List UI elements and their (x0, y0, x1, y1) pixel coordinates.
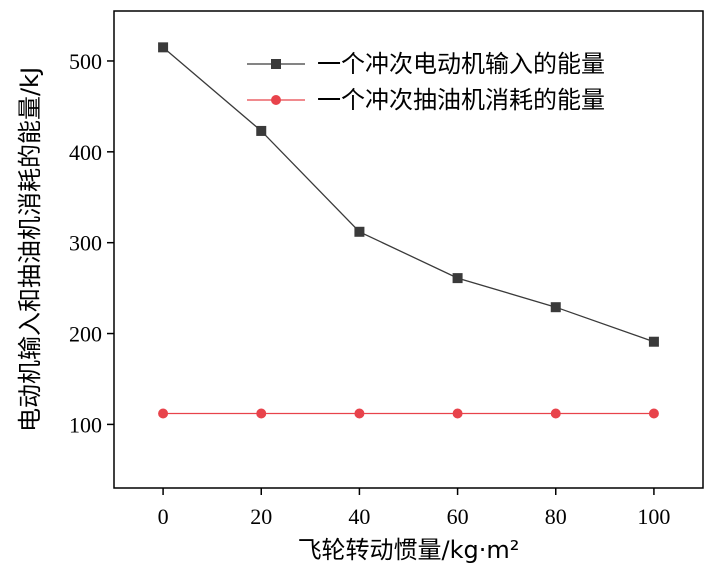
y-axis-title: 电动机输入和抽油机消耗的能量/kJ (16, 67, 44, 432)
x-tick-label: 20 (250, 504, 272, 529)
data-point (256, 408, 267, 419)
y-tick-label: 100 (69, 412, 102, 437)
data-point (648, 408, 659, 419)
data-point (256, 125, 267, 136)
y-tick-label: 300 (69, 231, 102, 256)
plot-frame (113, 10, 704, 489)
legend-label: 一个冲次电动机输入的能量 (317, 50, 605, 78)
data-point (452, 408, 463, 419)
y-tick-label: 500 (69, 49, 102, 74)
data-point (452, 273, 463, 284)
x-tick-label: 80 (545, 504, 567, 529)
legend-marker (271, 59, 281, 69)
x-axis-title: 飞轮转动惯量/kg·m² (298, 536, 520, 564)
data-point (158, 42, 169, 53)
data-point (648, 336, 659, 347)
y-tick-label: 400 (69, 140, 102, 165)
y-tick-label: 200 (69, 322, 102, 347)
series-line-1 (162, 46, 655, 343)
x-tick-label: 60 (447, 504, 469, 529)
data-point (158, 408, 169, 419)
data-point (550, 302, 561, 313)
legend-label: 一个冲次抽油机消耗的能量 (317, 86, 605, 114)
data-point (354, 408, 365, 419)
data-point (550, 408, 561, 419)
series-layer (158, 42, 659, 419)
x-tick-label: 100 (637, 504, 670, 529)
data-point (354, 226, 365, 237)
legend-marker (271, 95, 281, 105)
x-tick-label: 40 (348, 504, 370, 529)
x-tick-label: 0 (158, 504, 169, 529)
ticks: 0 20 40 60 80 100 100 200 300 400 500 (69, 49, 670, 529)
